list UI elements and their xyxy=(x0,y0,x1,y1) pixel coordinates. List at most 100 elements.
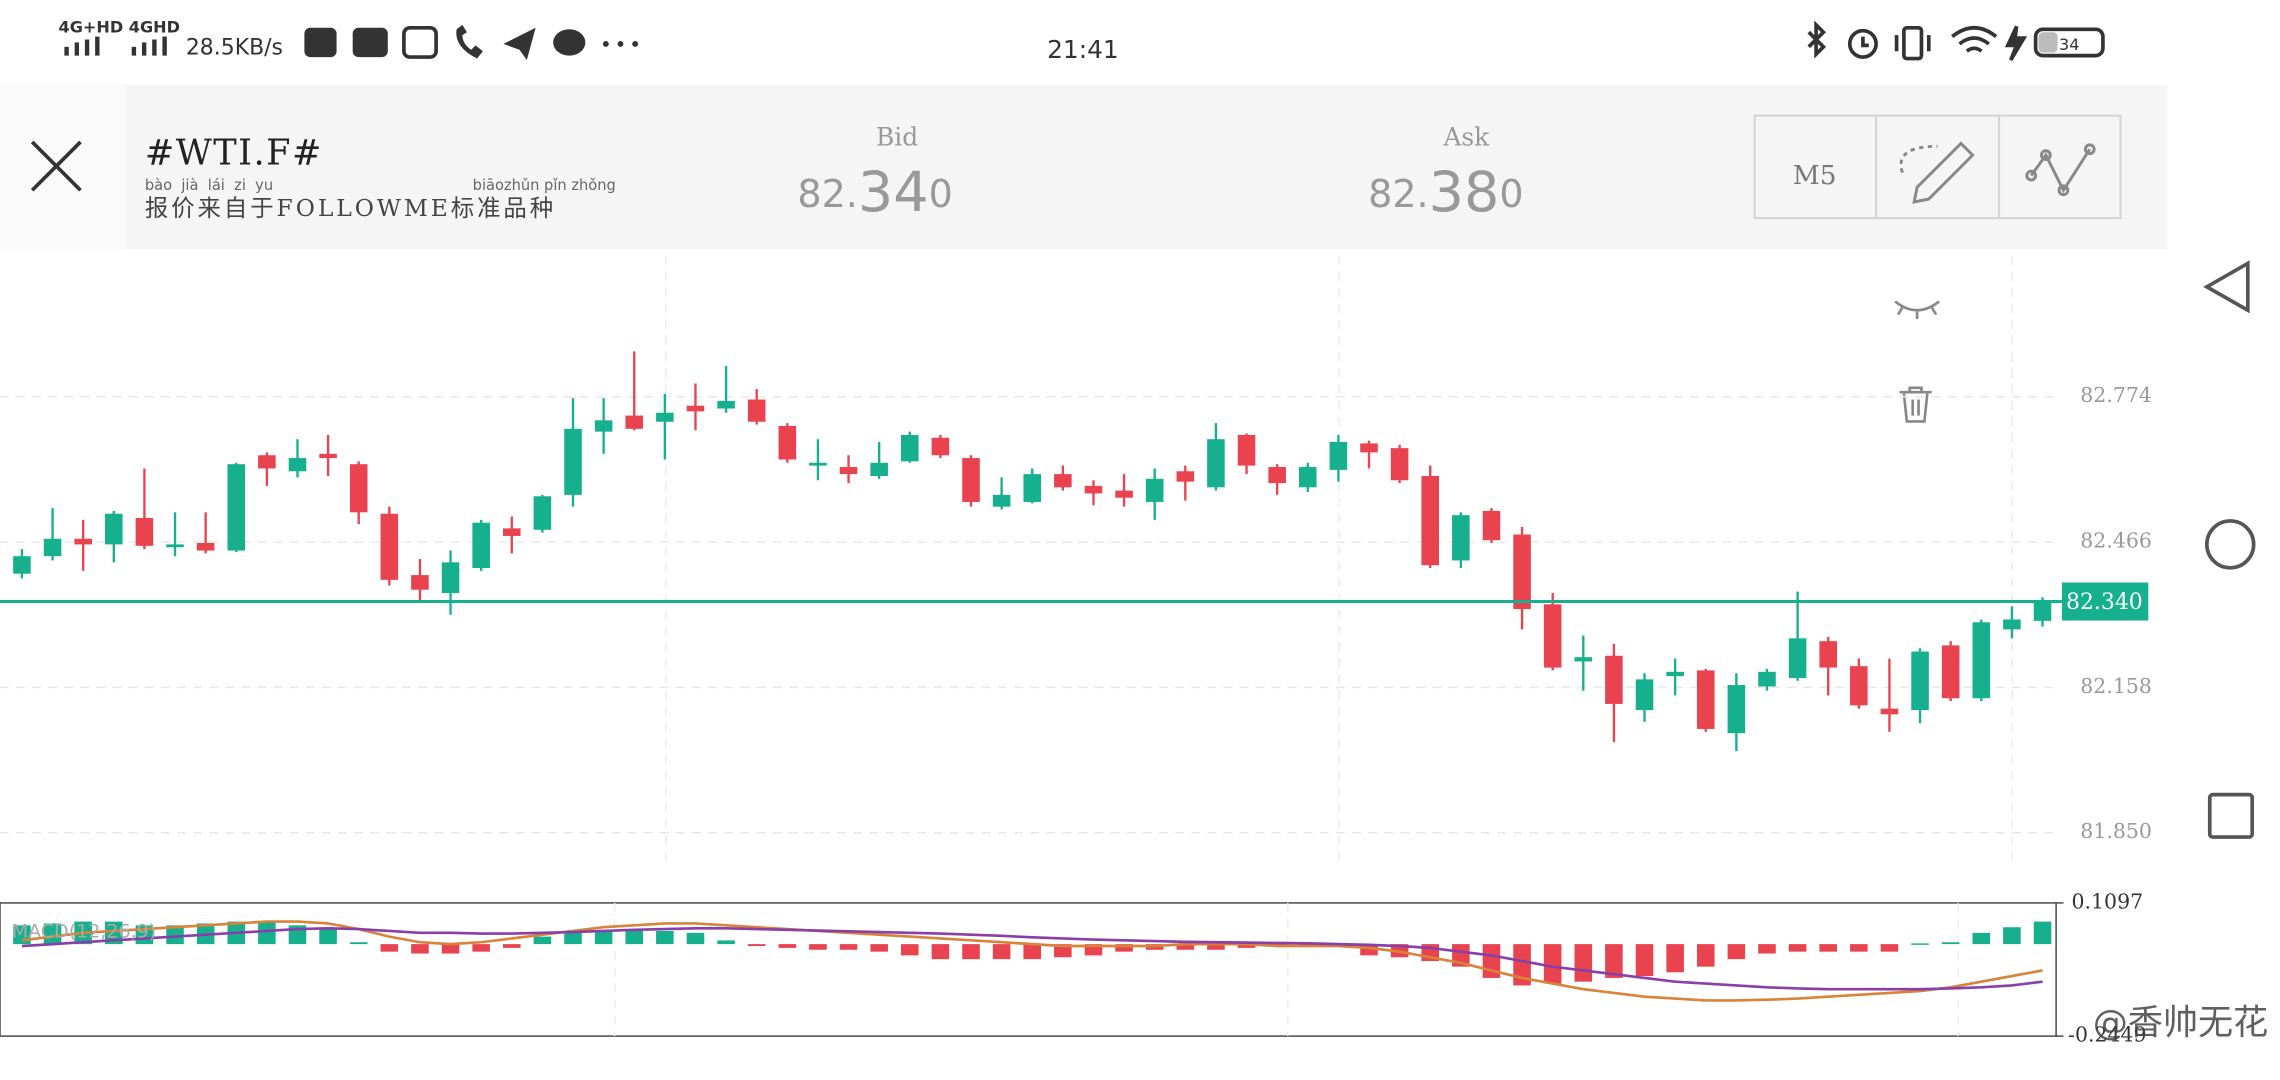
close-button[interactable] xyxy=(30,140,82,192)
candle-body xyxy=(656,412,674,422)
candle-body xyxy=(533,496,552,530)
line-tool-button[interactable] xyxy=(2025,143,2096,197)
net-speed: 28.5KB/s xyxy=(186,35,283,60)
histogram-bar xyxy=(1972,932,1991,945)
histogram-bar xyxy=(1115,944,1133,952)
candle-body xyxy=(227,464,246,551)
main-grid: 81.850 82.158 82.466 82.774 xyxy=(0,256,2152,864)
histogram-bar xyxy=(1758,944,1776,954)
histogram-bar xyxy=(594,930,613,945)
candle-body xyxy=(717,400,735,409)
macd-line xyxy=(21,927,2043,991)
status-bar: 4G+HD 4GHD 28.5KB/s 21:41 34 xyxy=(59,17,2105,64)
candle-body xyxy=(380,513,399,580)
histogram-bar xyxy=(809,944,827,950)
candle-body xyxy=(258,455,276,469)
candle-body xyxy=(2033,601,2052,621)
y-tick-label: -0.2449 xyxy=(2068,1023,2147,1047)
candle-body xyxy=(1115,490,1133,498)
candle-body xyxy=(319,453,337,459)
histogram-bar xyxy=(1605,944,1623,978)
candle-body xyxy=(1666,671,1684,677)
candle-body xyxy=(1390,448,1409,481)
pinyin: bào jià lái zi yu xyxy=(145,177,273,194)
toolbar xyxy=(1753,114,2122,220)
candle-body xyxy=(166,544,184,548)
histogram-bar xyxy=(1850,944,1868,952)
watermark: @香帅无花 xyxy=(2093,1002,2269,1043)
histogram-bar xyxy=(1819,944,1837,952)
candle-body xyxy=(1911,651,1929,711)
candle-body xyxy=(1452,515,1470,561)
histogram-bar xyxy=(319,929,337,945)
y-tick-label: 81.850 xyxy=(2080,819,2152,843)
histogram-bar xyxy=(992,944,1011,960)
bid-label: Bid xyxy=(876,123,918,152)
y-tick-label: 0.1097 xyxy=(2072,889,2144,913)
signal-bars xyxy=(64,36,167,56)
nav-home[interactable] xyxy=(2205,519,2256,570)
candle-body xyxy=(809,462,827,466)
candle-body xyxy=(839,467,858,475)
histogram-bar xyxy=(2033,921,2052,945)
histogram-bar xyxy=(1911,943,1929,945)
histogram-bar xyxy=(43,923,62,945)
histogram-bar xyxy=(441,944,460,954)
macd-frame xyxy=(0,902,2057,1037)
draw-tool-button[interactable] xyxy=(1899,141,1975,204)
macd-title: MACD(12,26,9) xyxy=(12,921,156,943)
candle-body xyxy=(564,428,582,495)
candle-body xyxy=(288,458,307,472)
candle-body xyxy=(1543,604,1562,668)
ask-part: 82. xyxy=(1368,172,1428,216)
histogram-bar xyxy=(2003,927,2021,945)
candle-body xyxy=(1605,655,1623,704)
header-bg xyxy=(0,84,2168,249)
delete-button[interactable] xyxy=(1899,386,1932,423)
clock: 21:41 xyxy=(1047,35,1119,64)
candle-body xyxy=(1880,708,1899,715)
timeframe-label: M5 xyxy=(1793,161,1837,191)
candle-body xyxy=(74,538,92,545)
candle-body xyxy=(411,575,429,590)
candle-body xyxy=(1788,638,1807,678)
histogram-bar xyxy=(1574,944,1593,982)
candle-body xyxy=(900,434,919,462)
histogram-bar xyxy=(258,921,276,945)
candle-body xyxy=(1023,474,1042,502)
hide-button[interactable] xyxy=(1894,300,1940,320)
bid-price: 82.340 xyxy=(797,160,952,225)
nav-back[interactable] xyxy=(2203,260,2250,314)
histogram-bar xyxy=(625,930,644,945)
histogram-bar xyxy=(1513,944,1531,986)
candle-body xyxy=(1758,671,1776,687)
candle-body xyxy=(931,437,950,456)
histogram-bar xyxy=(1941,942,1960,945)
battery-label: 34 xyxy=(2059,35,2079,54)
candle-body xyxy=(1941,645,1960,699)
candle-body xyxy=(1329,442,1348,470)
histogram-bar xyxy=(686,932,705,945)
histogram-bar xyxy=(1207,944,1225,950)
bid-part: 82. xyxy=(797,172,857,216)
network-label: 4G+HD xyxy=(59,17,124,36)
current-price-label: 82.340 xyxy=(2066,590,2143,615)
histogram-bar xyxy=(1727,944,1746,960)
candle-body xyxy=(1819,641,1837,668)
candle-body xyxy=(196,543,215,551)
histogram-bar xyxy=(472,944,490,952)
histogram-bar xyxy=(931,944,950,960)
histogram-bar xyxy=(717,940,735,945)
candle-body xyxy=(778,425,797,460)
candle-body xyxy=(1207,439,1225,488)
candle-body xyxy=(1084,485,1103,494)
histogram-bar xyxy=(1543,944,1562,984)
histogram-bar xyxy=(533,936,552,945)
candle-body xyxy=(747,399,766,422)
y-tick-label: 82.774 xyxy=(2080,383,2152,407)
ask-price: 82.380 xyxy=(1368,160,1523,225)
quote-source: 报价来自于FOLLOWME标准品种 xyxy=(145,194,556,222)
nav-recent[interactable] xyxy=(2207,792,2255,839)
